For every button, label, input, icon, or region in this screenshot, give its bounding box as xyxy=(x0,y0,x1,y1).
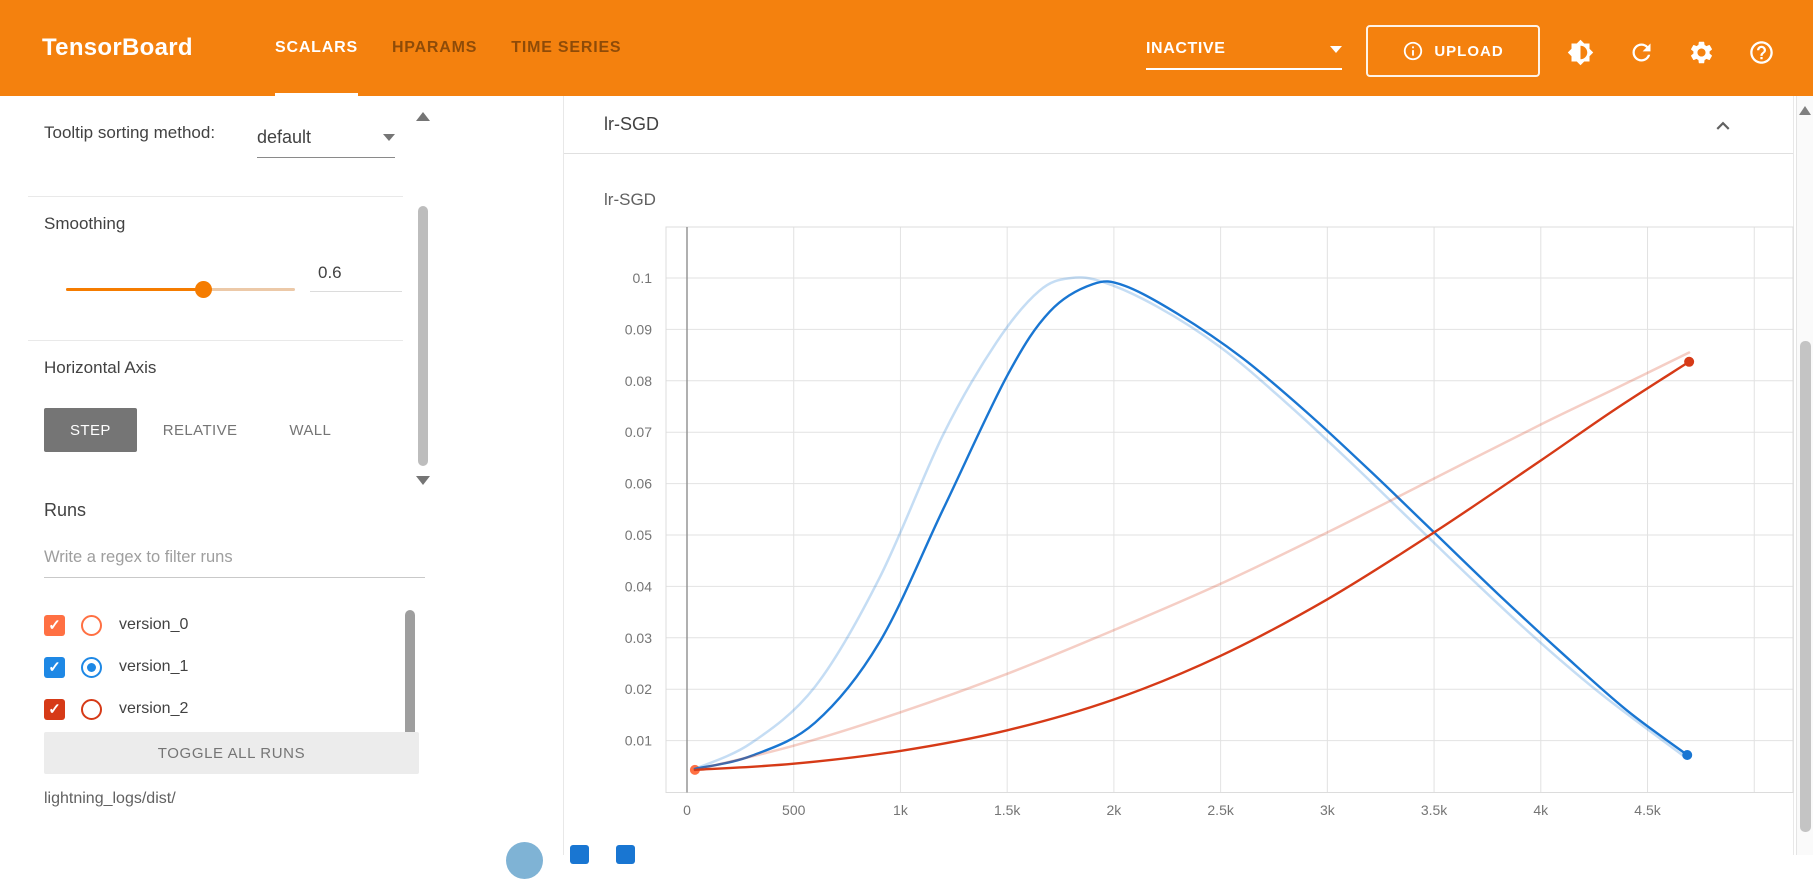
gear-icon xyxy=(1690,41,1712,63)
smoothing-value-input[interactable]: 0.6 xyxy=(310,254,402,292)
run-row-version-1[interactable]: ✓ version_1 xyxy=(44,646,404,688)
app-title: TensorBoard xyxy=(42,34,193,61)
info-icon xyxy=(1404,41,1423,61)
slider-fill xyxy=(66,288,204,291)
smoothing-label: Smoothing xyxy=(44,214,126,233)
svg-text:0.1: 0.1 xyxy=(633,270,653,286)
run-label: version_0 xyxy=(119,616,189,633)
run-radio[interactable] xyxy=(81,656,102,678)
run-list: ✓ version_0 ✓ version_1 ✓ version_2 xyxy=(44,604,404,730)
checkmark-icon: ✓ xyxy=(48,616,61,634)
settings-sidebar: Tooltip sorting method: default Smoothin… xyxy=(0,96,503,855)
tab-hparams[interactable]: HPARAMS xyxy=(391,39,478,56)
svg-text:0.04: 0.04 xyxy=(625,578,652,594)
divider xyxy=(28,196,403,197)
horizontal-axis-buttons: STEP RELATIVE WALL xyxy=(44,408,357,452)
axis-wall-button[interactable]: WALL xyxy=(263,408,357,452)
axis-relative-button[interactable]: RELATIVE xyxy=(137,408,264,452)
svg-text:3k: 3k xyxy=(1320,802,1336,818)
help-icon xyxy=(1749,40,1773,64)
upload-button[interactable]: UPLOAD xyxy=(1366,25,1540,77)
brightness-icon xyxy=(1567,39,1593,65)
slider-thumb[interactable] xyxy=(195,281,213,298)
run-radio[interactable] xyxy=(81,698,102,720)
runs-heading: Runs xyxy=(44,500,87,520)
status-dropdown[interactable]: INACTIVE xyxy=(1146,30,1342,70)
horizontal-axis-label: Horizontal Axis xyxy=(44,358,157,377)
chart-title: lr-SGD xyxy=(604,190,656,209)
chevron-up-icon xyxy=(1716,121,1730,130)
divider xyxy=(28,340,403,341)
svg-text:4k: 4k xyxy=(1533,802,1549,818)
svg-text:0.02: 0.02 xyxy=(625,681,652,697)
tab-time-series[interactable]: TIME SERIES xyxy=(511,39,622,56)
checkmark-icon: ✓ xyxy=(48,700,61,718)
svg-text:500: 500 xyxy=(782,802,806,818)
card-title: lr-SGD xyxy=(604,114,659,134)
run-radio[interactable] xyxy=(81,614,102,636)
run-row-version-2[interactable]: ✓ version_2 xyxy=(44,688,404,730)
refresh-button[interactable] xyxy=(1621,32,1661,72)
page-scrollbar[interactable] xyxy=(1796,96,1813,855)
run-checkbox[interactable]: ✓ xyxy=(44,698,65,720)
scalar-card-lr-sgd: lr-SGD lr-SGD 0.01 0.02 0.03 0.04 0.05 0.06 0.… xyxy=(563,96,1794,855)
run-label: version_2 xyxy=(119,700,189,717)
refresh-icon xyxy=(1632,43,1650,61)
svg-text:0.06: 0.06 xyxy=(625,476,652,492)
app-header: TensorBoard SCALARS HPARAMS TIME SERIES … xyxy=(0,0,1813,96)
status-dropdown-value: INACTIVE xyxy=(1146,40,1226,57)
run-row-version-0[interactable]: ✓ version_0 xyxy=(44,604,404,646)
axis-step-button[interactable]: STEP xyxy=(44,408,137,452)
svg-text:2k: 2k xyxy=(1107,802,1123,818)
run-label: version_1 xyxy=(119,658,189,675)
help-button[interactable] xyxy=(1741,32,1781,72)
log-directory-label: lightning_logs/dist/ xyxy=(44,790,176,807)
checkmark-icon: ✓ xyxy=(48,658,61,676)
svg-text:1k: 1k xyxy=(893,802,909,818)
brightness-toggle-button[interactable] xyxy=(1560,32,1600,72)
radio-dot xyxy=(87,662,96,672)
sidebar-scrollbar[interactable] xyxy=(416,104,430,486)
scroll-up-icon[interactable] xyxy=(416,112,430,121)
tab-bar: SCALARS HPARAMS TIME SERIES xyxy=(275,0,621,96)
scroll-down-icon[interactable] xyxy=(416,476,430,485)
svg-text:0: 0 xyxy=(683,802,691,818)
card-action-circle-button[interactable] xyxy=(506,842,543,879)
svg-text:0.09: 0.09 xyxy=(625,321,652,337)
scroll-up-icon[interactable] xyxy=(1799,106,1811,115)
svg-text:0.08: 0.08 xyxy=(625,373,652,389)
run-checkbox[interactable]: ✓ xyxy=(44,656,65,678)
page-scrollbar-thumb[interactable] xyxy=(1800,341,1811,832)
svg-text:0.05: 0.05 xyxy=(625,527,652,543)
sidebar-scrollbar-thumb[interactable] xyxy=(418,206,428,466)
svg-text:3.5k: 3.5k xyxy=(1421,802,1448,818)
toggle-all-runs-button[interactable]: TOGGLE ALL RUNS xyxy=(44,732,419,774)
scalar-line-chart[interactable]: 0.01 0.02 0.03 0.04 0.05 0.06 0.07 0.08 0.09 0.1 0… xyxy=(566,208,1795,855)
smoothing-slider[interactable] xyxy=(66,274,295,304)
run-list-scrollbar-thumb[interactable] xyxy=(405,610,415,756)
svg-text:0.07: 0.07 xyxy=(625,424,652,440)
upload-button-label: UPLOAD xyxy=(1434,42,1504,60)
settings-button[interactable] xyxy=(1681,32,1721,72)
chevron-down-icon xyxy=(1330,45,1342,53)
tooltip-sorting-label: Tooltip sorting method: xyxy=(44,123,216,142)
tooltip-sorting-dropdown[interactable]: default xyxy=(257,118,395,158)
svg-text:1.5k: 1.5k xyxy=(994,802,1021,818)
tooltip-sorting-value: default xyxy=(257,127,312,147)
run-checkbox[interactable]: ✓ xyxy=(44,614,65,636)
tab-scalars[interactable]: SCALARS xyxy=(275,0,358,96)
svg-text:2.5k: 2.5k xyxy=(1207,802,1234,818)
svg-text:0.03: 0.03 xyxy=(625,630,652,646)
card-header: lr-SGD xyxy=(564,96,1793,154)
runs-filter-input[interactable] xyxy=(44,538,425,578)
chevron-down-icon xyxy=(383,134,395,141)
svg-text:4.5k: 4.5k xyxy=(1634,802,1661,818)
collapse-card-button[interactable] xyxy=(1709,112,1737,140)
svg-text:0.01: 0.01 xyxy=(625,733,652,749)
